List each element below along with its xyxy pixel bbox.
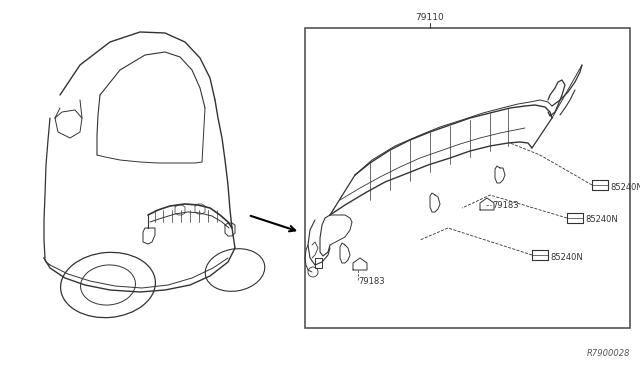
Text: 85240N: 85240N: [585, 215, 618, 224]
Text: R7900028: R7900028: [586, 349, 630, 358]
Text: 79183: 79183: [358, 278, 385, 286]
Text: 85240N: 85240N: [550, 253, 583, 262]
Bar: [305, 28, 630, 328]
Text: 79183: 79183: [492, 201, 518, 209]
Text: 85240N: 85240N: [610, 183, 640, 192]
Text: 79110: 79110: [415, 13, 444, 22]
